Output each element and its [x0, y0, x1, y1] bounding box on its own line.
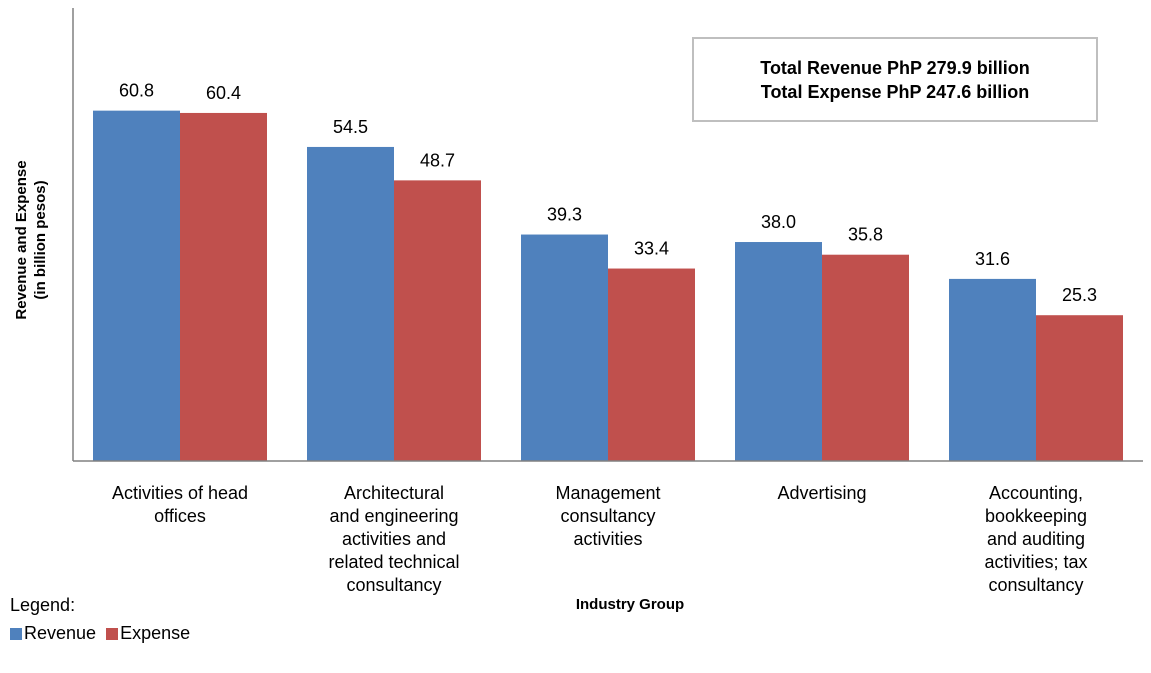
x-tick-label-1: Architectural and engineering activities… — [328, 483, 460, 595]
data-label-expense-0: 60.4 — [206, 83, 241, 103]
total-expense-text: Total Expense PhP 247.6 billion — [760, 81, 1030, 102]
total-revenue-text: Total Revenue PhP 279.9 billion — [760, 57, 1030, 78]
legend-swatch-expense — [106, 627, 119, 640]
y-axis-title-line1: Revenue and Expense — [13, 160, 30, 319]
bar-revenue-0 — [93, 110, 180, 461]
legend-title: Legend: — [10, 595, 76, 615]
x-tick-label-2: Management consultancy activities — [555, 483, 661, 549]
legend-item-expense: Expense — [106, 623, 190, 644]
data-label-expense-3: 35.8 — [848, 225, 883, 245]
y-axis-title-line2: (in billion pesos) — [32, 180, 49, 299]
legend-label-revenue: Revenue — [24, 623, 97, 643]
legend: Revenue Expense — [10, 623, 200, 644]
bar-expense-0 — [180, 112, 267, 461]
bar-revenue-2 — [521, 234, 608, 461]
x-tick-label-3: Advertising — [777, 483, 867, 503]
bar-expense-4 — [1036, 315, 1123, 461]
data-labels-group: 60.8 60.4 54.5 48.7 39.3 33.4 38.0 35.8 31.6 25.3 — [119, 81, 1097, 306]
data-label-revenue-0: 60.8 — [119, 81, 154, 101]
bar-expense-2 — [608, 268, 695, 461]
data-label-expense-4: 25.3 — [1062, 285, 1097, 305]
x-tick-label-0: Activities of head offices — [111, 483, 249, 526]
data-label-revenue-2: 39.3 — [547, 205, 582, 225]
data-label-expense-2: 33.4 — [634, 239, 669, 259]
bar-expense-1 — [394, 180, 481, 461]
x-axis-title: Industry Group — [575, 596, 685, 613]
bars-group — [93, 110, 1123, 461]
legend-item-revenue: Revenue — [10, 623, 96, 644]
bar-expense-3 — [822, 254, 909, 461]
bar-revenue-1 — [307, 146, 394, 461]
data-label-revenue-1: 54.5 — [333, 117, 368, 137]
legend-swatch-revenue — [10, 627, 22, 640]
legend-label-expense: Expense — [120, 623, 191, 643]
data-label-expense-1: 48.7 — [420, 150, 455, 170]
data-label-revenue-3: 38.0 — [761, 212, 796, 232]
x-tick-label-4: Accounting, bookkeeping and auditing act… — [984, 483, 1088, 595]
totals-annotation-box: Total Revenue PhP 279.9 billion Total Ex… — [692, 37, 1098, 122]
data-label-revenue-4: 31.6 — [975, 249, 1010, 269]
y-axis-title: Revenue and Expense (in billion pesos) — [13, 160, 49, 319]
bar-revenue-4 — [949, 278, 1036, 461]
bar-revenue-3 — [735, 242, 822, 461]
